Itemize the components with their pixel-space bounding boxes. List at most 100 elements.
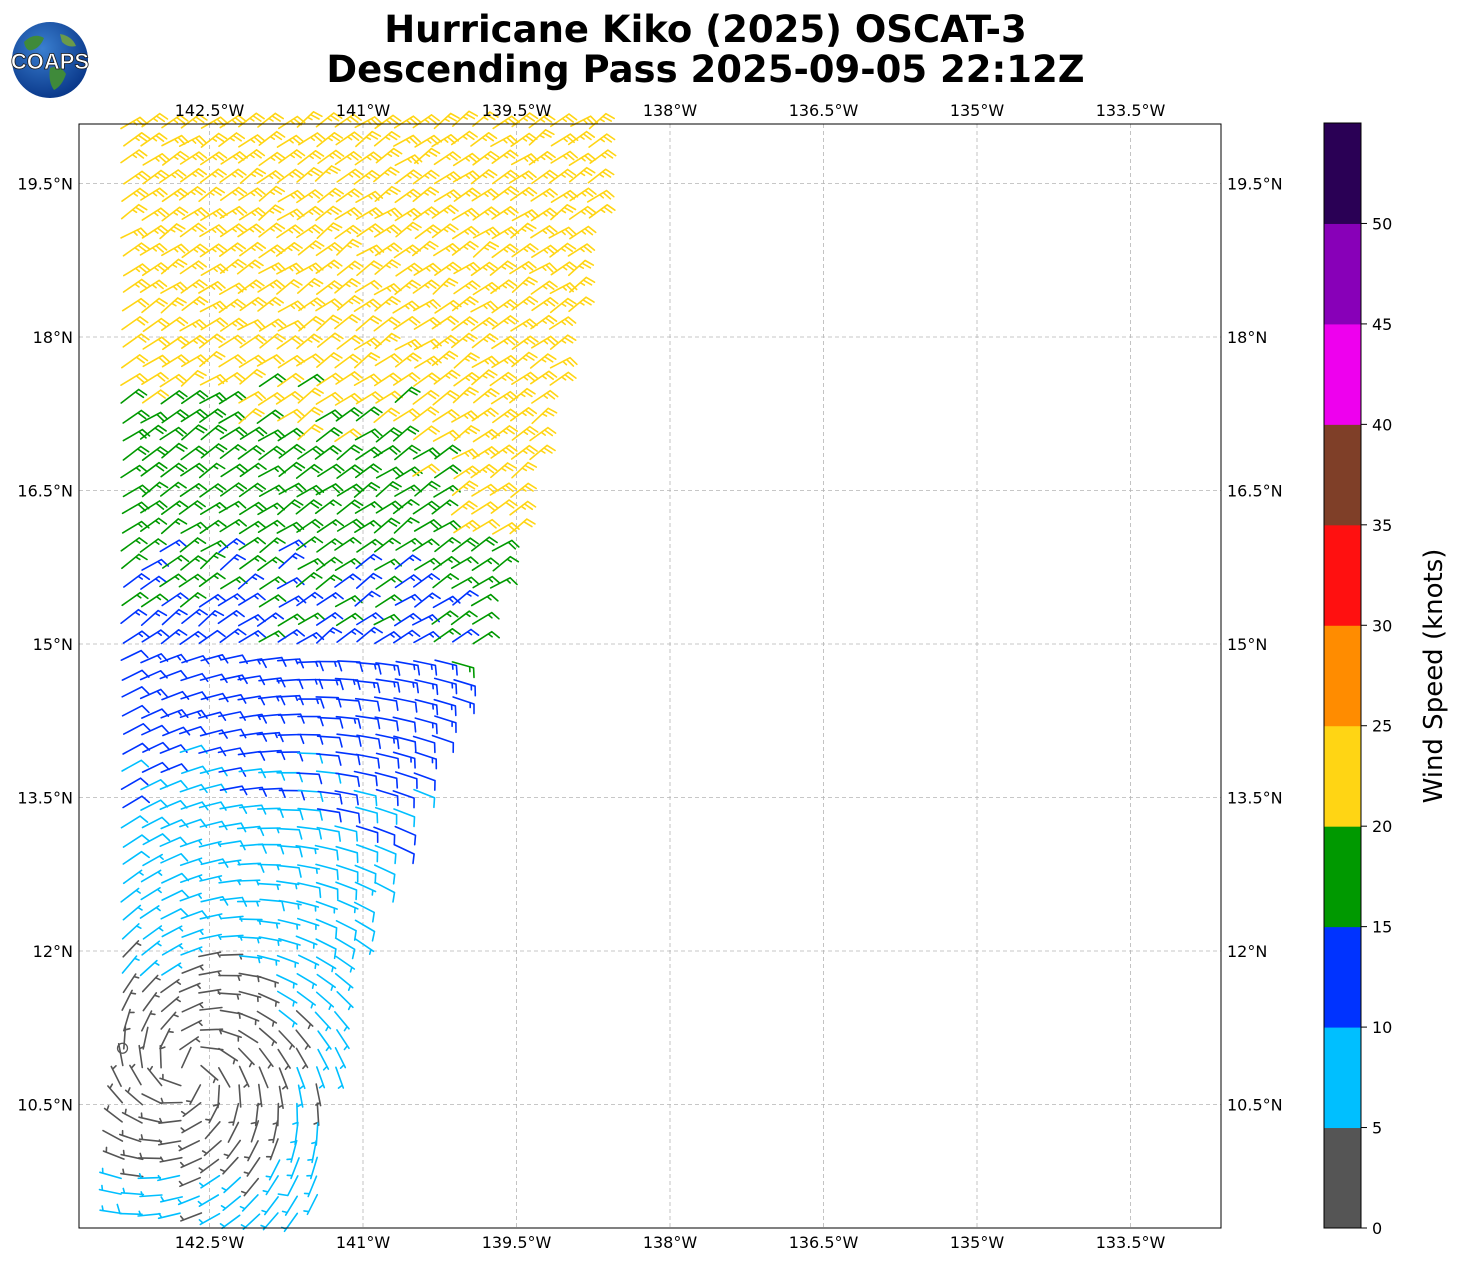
wind-barb [511,371,539,385]
wind-barb [510,318,538,332]
wind-barb [218,354,246,368]
wind-barb [219,896,248,907]
wind-barb [431,610,459,625]
wind-barb [298,954,320,970]
colorbar-tick-label: 25 [1372,717,1392,736]
wind-barb [353,373,382,386]
wind-barb [258,262,287,274]
lat-tick-label-left: 19.5°N [17,175,73,194]
wind-barb [393,735,417,753]
wind-barb [159,169,187,184]
wind-barb [139,538,167,553]
wind-barb [217,593,246,607]
wind-barb [277,919,301,930]
wind-barb [452,110,479,127]
wind-barb [413,573,441,588]
wind-barb [373,283,402,296]
wind-barb [317,332,344,348]
wind-barb [140,500,168,514]
wind-barb [159,373,188,388]
wind-barb [472,428,501,443]
wind-barb [218,767,247,777]
wind-barb [316,627,343,644]
wind-barb [286,1139,298,1163]
wind-barb [414,147,441,164]
wind-barb [354,501,383,514]
wind-barb [220,186,248,201]
wind-barb [199,1028,224,1035]
wind-barb [177,1195,200,1206]
wind-barb [393,316,421,330]
wind-barb [198,988,222,995]
wind-barb [453,519,481,534]
wind-barb [218,974,242,981]
wind-barb [412,735,436,754]
wind-barb [334,595,363,608]
wind-barb [121,759,150,772]
wind-barb [568,259,595,277]
wind-barb [256,409,284,424]
wind-barb [120,537,148,552]
wind-barb [137,1152,162,1160]
wind-barb [588,112,615,130]
wind-barb [491,243,519,259]
wind-barb [298,297,326,312]
wind-barb [161,925,184,938]
wind-barb [471,407,499,422]
wind-barb [453,465,481,480]
wind-barb [257,713,286,724]
lat-tick-label-left: 16.5°N [17,482,73,501]
wind-barb [452,386,479,404]
wind-barb [220,915,244,922]
wind-barb [159,669,188,680]
wind-barb [510,407,538,422]
wind-barb [395,221,422,238]
wind-barb [375,788,399,807]
wind-barb [316,314,343,332]
wind-barb [275,242,303,257]
wind-barb [530,280,558,295]
wind-barb [159,653,188,664]
wind-barb [212,1084,221,1109]
wind-barb [223,1139,241,1159]
wind-barb [142,925,164,940]
wind-barb [161,592,189,607]
wind-barb [179,483,208,497]
wind-barb [510,482,537,498]
wind-barb [568,166,596,183]
wind-barb [141,708,170,719]
wind-barb [256,731,284,743]
lon-tick-label-top: 141°W [336,101,391,120]
wind-barb [278,938,301,950]
wind-barb [570,115,599,127]
wind-barb [272,1102,280,1127]
wind-barb [528,151,556,166]
wind-barb [257,112,284,128]
colorbar-segment [1324,926,1361,1028]
wind-barb [120,149,148,164]
wind-barb [356,538,384,553]
wind-barb [314,844,339,861]
wind-barb [278,552,305,569]
wind-barb [433,628,461,643]
wind-barb [433,369,461,385]
wind-barb [258,749,286,761]
wind-barb [295,499,323,515]
wind-barb [217,610,245,625]
wind-barb [374,353,403,367]
wind-barb [200,552,226,570]
wind-barb [412,614,440,626]
wind-barb [277,613,306,627]
wind-barb [141,297,168,314]
wind-barb [180,1019,203,1032]
wind-barb [394,154,423,167]
wind-barb [393,244,421,259]
wind-barb [258,204,285,221]
wind-barb [179,151,208,165]
wind-barb [393,372,421,386]
wind-barb [375,594,403,608]
wind-barb [238,207,267,221]
wind-barb [394,484,422,497]
wind-barb [432,409,460,423]
wind-barb [511,295,539,311]
